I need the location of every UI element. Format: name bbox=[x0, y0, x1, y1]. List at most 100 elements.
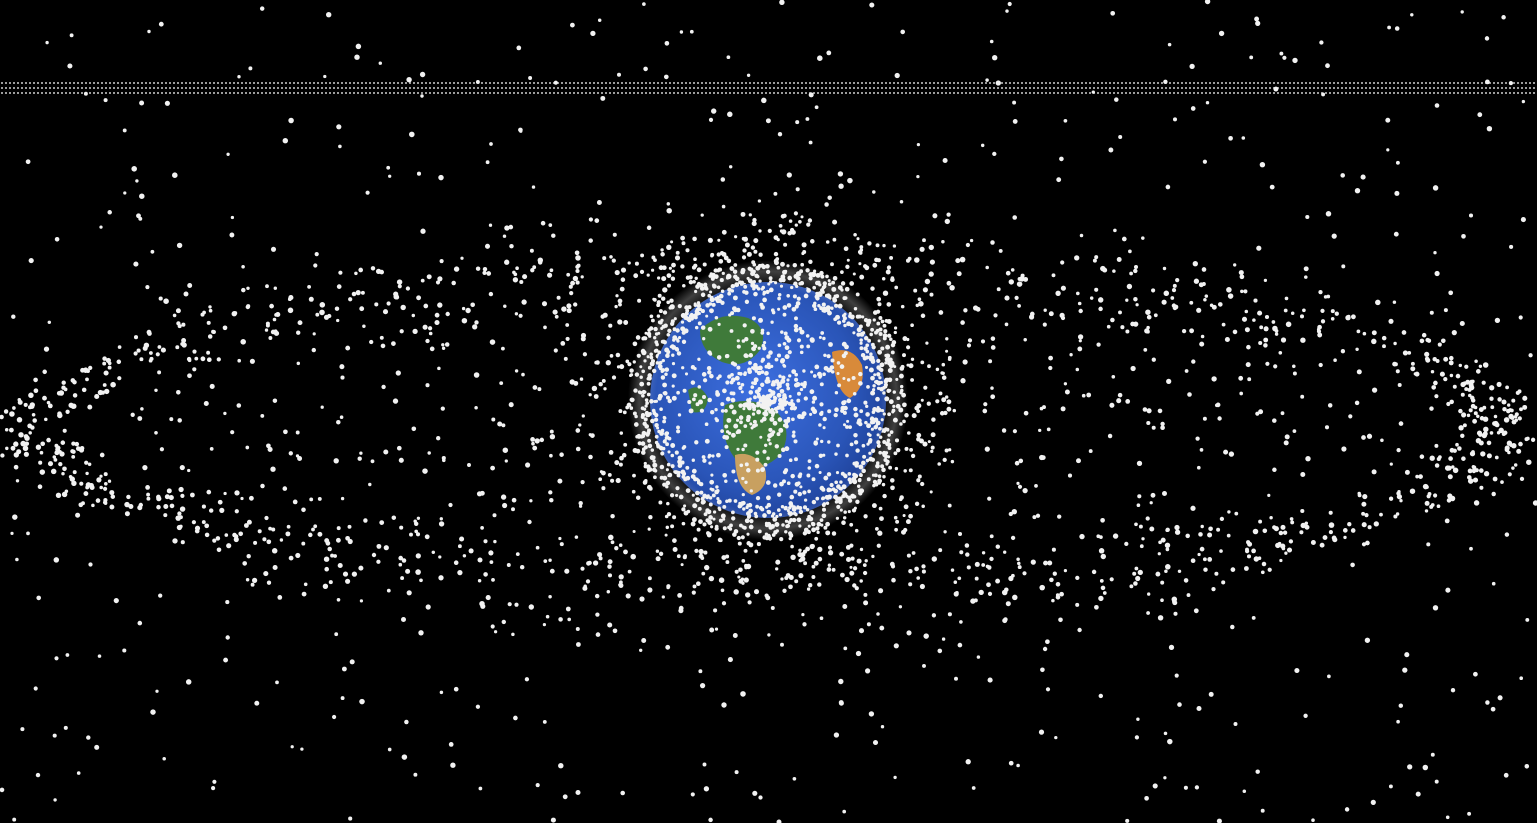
dotted-line-dot bbox=[117, 82, 119, 84]
debris-dot bbox=[957, 531, 963, 537]
dotted-line-dot bbox=[1461, 87, 1463, 89]
debris-dot bbox=[1478, 432, 1483, 437]
dotted-line-dot bbox=[449, 92, 451, 94]
dotted-line-dot bbox=[97, 82, 99, 84]
dotted-line-dot bbox=[1213, 82, 1215, 84]
debris-dot bbox=[614, 270, 620, 276]
debris-dot bbox=[70, 378, 76, 383]
debris-dot bbox=[413, 519, 417, 523]
debris-dot bbox=[757, 346, 761, 350]
debris-dot bbox=[665, 442, 670, 447]
debris-dot bbox=[966, 565, 971, 570]
dotted-line-dot bbox=[1093, 87, 1095, 89]
dotted-line-dot bbox=[705, 92, 707, 94]
debris-dot bbox=[1343, 535, 1347, 540]
dotted-line-dot bbox=[1021, 82, 1023, 84]
debris-dot bbox=[689, 29, 694, 34]
dotted-line-dot bbox=[1049, 92, 1051, 94]
debris-dot bbox=[941, 637, 946, 641]
debris-dot bbox=[531, 185, 536, 189]
debris-dot bbox=[511, 507, 515, 512]
debris-dot bbox=[745, 354, 749, 358]
debris-dot bbox=[675, 328, 680, 333]
dotted-line-dot bbox=[69, 82, 71, 84]
debris-dot bbox=[334, 306, 340, 311]
debris-dot bbox=[692, 397, 696, 402]
debris-dot bbox=[749, 489, 753, 493]
dotted-line-dot bbox=[1089, 82, 1091, 84]
debris-dot bbox=[632, 341, 638, 347]
dotted-line-dot bbox=[1341, 87, 1343, 89]
dotted-line-dot bbox=[369, 82, 371, 84]
dotted-line-dot bbox=[581, 82, 583, 84]
debris-dot bbox=[208, 305, 212, 309]
dotted-line-dot bbox=[1245, 82, 1247, 84]
debris-dot bbox=[748, 508, 753, 514]
debris-dot bbox=[727, 291, 732, 296]
debris-dot bbox=[671, 395, 677, 401]
debris-dot bbox=[693, 263, 698, 268]
dotted-line-dot bbox=[773, 82, 775, 84]
debris-dot bbox=[551, 233, 556, 238]
debris-dot bbox=[1409, 488, 1416, 494]
debris-dot bbox=[1437, 342, 1442, 347]
debris-dot bbox=[209, 383, 215, 389]
debris-dot bbox=[845, 425, 849, 429]
debris-dot bbox=[1160, 537, 1166, 543]
debris-dot bbox=[1410, 361, 1415, 366]
debris-dot bbox=[477, 579, 482, 583]
debris-dot bbox=[802, 384, 807, 389]
dotted-line-dot bbox=[797, 87, 799, 89]
debris-dot bbox=[698, 548, 704, 555]
dotted-line-dot bbox=[1353, 87, 1355, 89]
debris-dot bbox=[376, 559, 381, 564]
debris-dot bbox=[1278, 350, 1283, 355]
debris-dot bbox=[12, 514, 18, 520]
debris-dot bbox=[1265, 361, 1270, 366]
debris-dot bbox=[116, 359, 122, 365]
debris-dot bbox=[264, 515, 269, 521]
debris-dot bbox=[1317, 332, 1323, 338]
debris-dot bbox=[740, 390, 744, 394]
debris-dot bbox=[1365, 540, 1370, 546]
debris-dot bbox=[1507, 472, 1512, 477]
dotted-line-dot bbox=[233, 92, 235, 94]
debris-dot bbox=[1091, 569, 1097, 575]
debris-dot bbox=[398, 555, 404, 561]
debris-dot bbox=[448, 742, 454, 747]
debris-dot bbox=[864, 365, 869, 369]
debris-dot bbox=[336, 526, 341, 531]
dotted-line-dot bbox=[1289, 82, 1291, 84]
debris-dot bbox=[826, 50, 832, 56]
debris-dot bbox=[692, 279, 696, 284]
dotted-line-dot bbox=[1301, 87, 1303, 89]
dotted-line-dot bbox=[1161, 82, 1163, 84]
debris-dot bbox=[666, 207, 672, 214]
debris-dot bbox=[1263, 278, 1268, 283]
debris-dot bbox=[724, 424, 729, 429]
dotted-line-dot bbox=[777, 92, 779, 94]
debris-dot bbox=[842, 296, 847, 301]
debris-dot bbox=[708, 302, 713, 306]
debris-dot bbox=[786, 337, 792, 343]
debris-dot bbox=[898, 373, 904, 379]
dotted-line-dot bbox=[301, 87, 303, 89]
debris-dot bbox=[339, 364, 345, 370]
debris-dot bbox=[508, 402, 514, 408]
debris-dot bbox=[1185, 533, 1190, 539]
dotted-line-dot bbox=[341, 87, 343, 89]
debris-dot bbox=[969, 238, 974, 243]
dotted-line-dot bbox=[1005, 87, 1007, 89]
debris-dot bbox=[703, 282, 708, 287]
debris-dot bbox=[1460, 381, 1466, 388]
debris-dot bbox=[492, 513, 497, 518]
debris-dot bbox=[1481, 380, 1486, 385]
debris-dot bbox=[1211, 304, 1217, 310]
debris-dot bbox=[698, 307, 703, 312]
dotted-line-dot bbox=[141, 87, 143, 89]
debris-dot bbox=[1155, 571, 1161, 577]
debris-dot bbox=[401, 754, 408, 760]
dotted-line-dot bbox=[297, 92, 299, 94]
debris-dot bbox=[614, 304, 618, 309]
dotted-line-dot bbox=[1249, 82, 1251, 84]
